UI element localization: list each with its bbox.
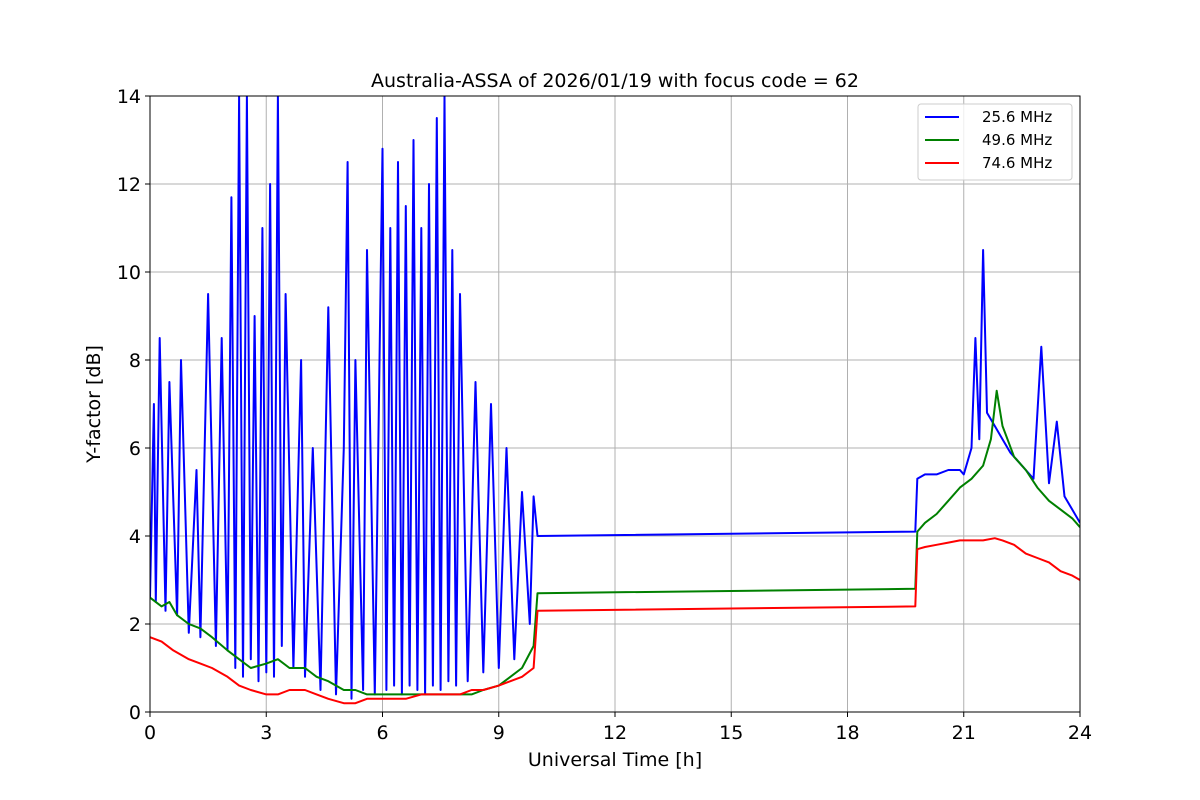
legend-label-1: 25.6 MHz [982,108,1052,126]
x-tick-label: 3 [260,722,272,744]
x-tick-label: 12 [603,722,627,744]
x-tick-label: 15 [719,722,743,744]
series-line-3 [150,537,1080,705]
x-tick-label: 18 [835,722,859,744]
chart-title: Australia-ASSA of 2026/01/19 with focus … [371,70,859,92]
x-tick-label: 9 [493,722,505,744]
series-lines [150,96,1080,705]
y-tick-label: 4 [129,526,141,548]
y-tick-label: 0 [129,702,141,724]
y-axis-title: Y-factor [dB] [83,345,105,464]
legend-label-3: 74.6 MHz [982,154,1052,172]
x-tick-label: 24 [1068,722,1092,744]
x-axis-title: Universal Time [h] [528,749,702,771]
legend-label-2: 49.6 MHz [982,131,1052,149]
x-axis-ticks: 0 3 6 9 12 15 18 21 24 [144,712,1092,744]
y-tick-label: 12 [117,174,141,196]
y-tick-label: 10 [117,262,141,284]
y-tick-label: 8 [129,350,141,372]
legend: 25.6 MHz 49.6 MHz 74.6 MHz [917,103,1073,181]
y-tick-label: 6 [129,438,141,460]
x-tick-label: 21 [952,722,976,744]
y-tick-label: 2 [129,614,141,636]
x-tick-label: 0 [144,722,156,744]
x-tick-label: 6 [376,722,388,744]
y-axis-ticks: 0 2 4 6 8 10 12 14 [117,86,150,724]
legend-box [917,103,1073,181]
y-tick-label: 14 [117,86,141,108]
series-line-1 [150,96,1080,700]
